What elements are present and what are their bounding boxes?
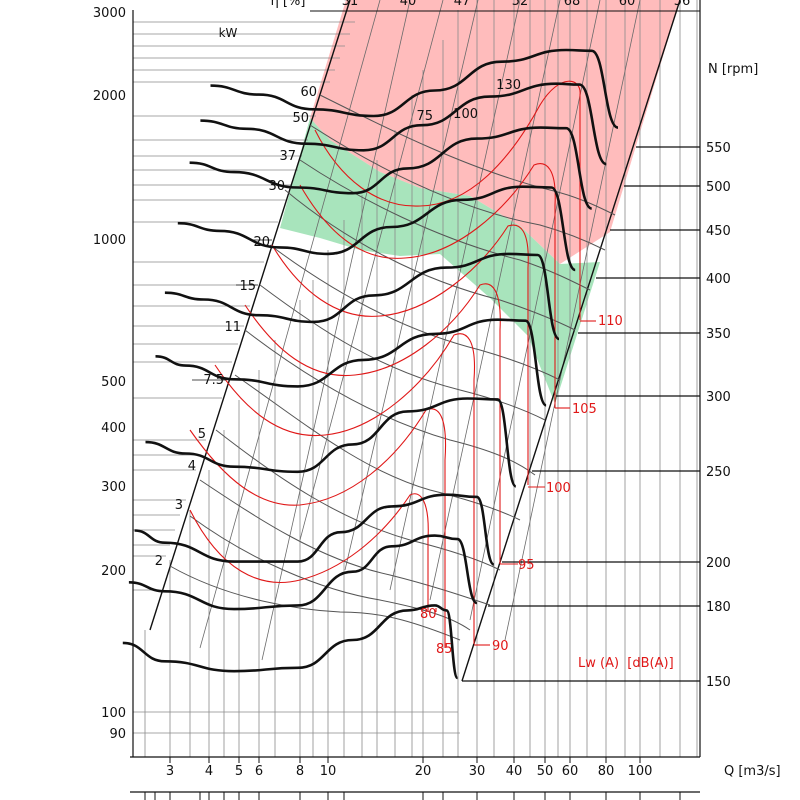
- efficiency-tick: 60: [619, 0, 636, 9]
- power-label: 7.5: [203, 373, 224, 388]
- x-tick-label: 10: [320, 764, 337, 779]
- y-tick-label: 90: [109, 727, 126, 742]
- speed-curve-200: [134, 493, 496, 566]
- power-label: 30: [268, 179, 285, 194]
- rpm-labels: 550 500 450 400 350 300 250 200 180 150: [706, 141, 731, 690]
- y-tick-labels: 3000 2000 1000 500 400 300 200 100 90: [93, 6, 126, 742]
- speed-curve-550: [210, 48, 619, 129]
- sound-label: 105: [572, 402, 597, 417]
- rpm-label: 400: [706, 272, 731, 287]
- bottom-scale-ticks: [144, 792, 681, 800]
- speed-curve-400: [177, 185, 576, 272]
- x-tick-label: 5: [235, 764, 243, 779]
- x-tick-label: 50: [537, 764, 554, 779]
- y-tick-label: 500: [101, 375, 126, 390]
- efficiency-tick: 40: [400, 0, 417, 9]
- rpm-label: 500: [706, 180, 731, 195]
- x-axis-ticks: [169, 757, 641, 763]
- x-axis-label: Q [m3/s]: [724, 764, 781, 779]
- speed-curves: [122, 48, 619, 680]
- speed-curve-350: [164, 252, 560, 341]
- efficiency-tick: 47: [454, 0, 471, 9]
- power-label: 3: [175, 498, 183, 513]
- rpm-label: 350: [706, 327, 731, 342]
- x-tick-label: 3: [166, 764, 174, 779]
- sound-label: 110: [598, 314, 623, 329]
- power-label: 50: [292, 111, 309, 126]
- upper-region: [310, 0, 680, 264]
- y-tick-label: 100: [101, 706, 126, 721]
- sound-leaders: [474, 320, 596, 646]
- x-tick-labels: 3 4 5 6 8 10 20 30 40 50 60 80 100: [166, 764, 653, 779]
- y-tick-label: 2000: [93, 89, 126, 104]
- rpm-label: 450: [706, 224, 731, 239]
- y-tick-label: 400: [101, 421, 126, 436]
- sound-label: 85: [436, 642, 453, 657]
- x-tick-label: 6: [255, 764, 263, 779]
- rpm-label: 550: [706, 141, 731, 156]
- power-label: 4: [188, 459, 196, 474]
- efficiency-scale: η [%] 31 40 47 52 68 60 56: [271, 0, 691, 9]
- speed-axis-label: N [rpm]: [708, 62, 758, 77]
- sound-label: 80: [420, 607, 437, 622]
- x-tick-label: 4: [205, 764, 213, 779]
- sound-label: 95: [518, 558, 535, 573]
- power-unit-label: kW: [219, 26, 238, 40]
- speed-curve-150: [122, 604, 459, 680]
- speed-curve-300: [155, 318, 548, 407]
- sound-labels: 80 85 90 95 100 105 110: [420, 314, 623, 657]
- x-tick-label: 100: [628, 764, 653, 779]
- rpm-label: 150: [706, 675, 731, 690]
- slanted-grid: [199, 0, 641, 661]
- power-label: 100: [453, 107, 478, 122]
- power-curves: [169, 94, 616, 641]
- y-tick-label: 300: [101, 480, 126, 495]
- sound-curves: [189, 80, 581, 648]
- power-label: 2: [155, 554, 163, 569]
- power-label: 15: [239, 279, 256, 294]
- speed-curve-500: [200, 82, 607, 166]
- power-label-leaders: [192, 239, 272, 381]
- vertical-grid: [144, 0, 698, 757]
- efficiency-tick: 56: [674, 0, 691, 9]
- power-label: 75: [416, 109, 433, 124]
- y-tick-label: 200: [101, 564, 126, 579]
- efficiency-tick: 68: [564, 0, 581, 9]
- sound-unit-label: Lw (A) [dB(A)]: [578, 656, 674, 671]
- power-label: 20: [253, 235, 270, 250]
- power-label: 60: [300, 85, 317, 100]
- x-tick-label: 30: [469, 764, 486, 779]
- x-tick-label: 60: [562, 764, 579, 779]
- operating-regions: [280, 0, 680, 404]
- x-tick-label: 8: [296, 764, 304, 779]
- rpm-label: 180: [706, 600, 731, 615]
- sound-label: 100: [546, 481, 571, 496]
- efficiency-tick: 31: [342, 0, 359, 9]
- speed-curve-450: [189, 126, 593, 210]
- rpm-label: 200: [706, 556, 731, 571]
- x-tick-label: 40: [506, 764, 523, 779]
- efficiency-label: η [%]: [271, 0, 306, 9]
- power-label: 5: [198, 427, 206, 442]
- x-tick-label: 20: [415, 764, 432, 779]
- power-label: 130: [496, 78, 521, 93]
- middle-region: [280, 118, 600, 404]
- sound-label: 90: [492, 639, 509, 654]
- right-axis-leaders: [462, 0, 701, 757]
- rpm-label: 300: [706, 390, 731, 405]
- power-label: 11: [224, 320, 241, 335]
- power-label: 37: [279, 149, 296, 164]
- power-labels: 2 3 4 5 7.5 11 15 20 30 37 50 60 75 100 …: [155, 78, 521, 569]
- y-tick-label: 1000: [93, 233, 126, 248]
- x-tick-label: 80: [598, 764, 615, 779]
- y-tick-label: 3000: [93, 6, 126, 21]
- speed-curve-250: [145, 397, 518, 488]
- speed-curve-180: [128, 534, 478, 611]
- efficiency-tick: 52: [512, 0, 529, 9]
- rpm-label: 250: [706, 465, 731, 480]
